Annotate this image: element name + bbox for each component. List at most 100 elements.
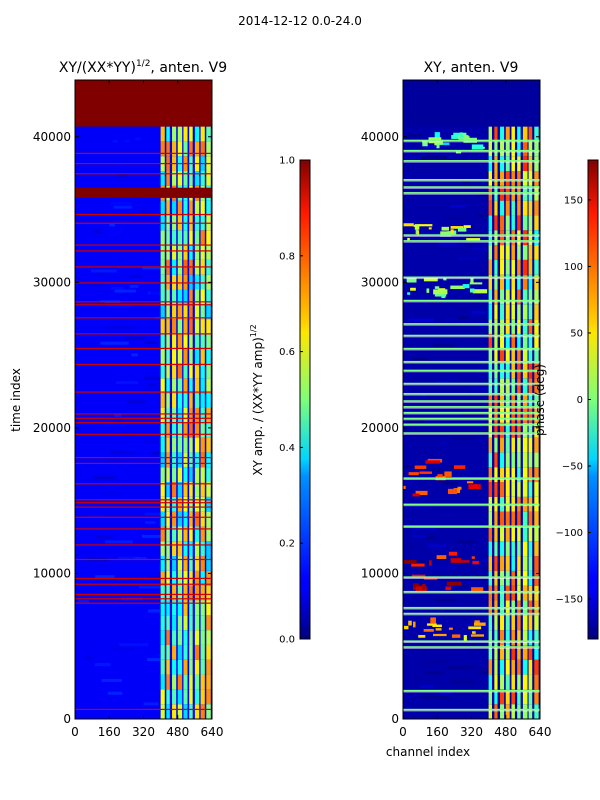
active-band-stripe	[160, 437, 165, 453]
heatmap-texture	[436, 380, 450, 384]
active-band-stripe	[522, 304, 528, 320]
bright-time-line	[403, 392, 540, 395]
active-band-stripe	[517, 126, 521, 142]
active-band-stripe	[160, 704, 165, 719]
active-band-stripe	[172, 644, 177, 660]
heatmap-patch	[414, 465, 427, 469]
active-band-stripe	[505, 319, 510, 334]
active-band-stripe	[517, 630, 521, 645]
active-band-stripe	[488, 482, 492, 497]
active-band-stripe	[160, 348, 165, 364]
active-band-stripe	[511, 156, 515, 172]
active-band-stripe	[500, 304, 505, 320]
heatmap-patch	[436, 143, 440, 149]
active-band-stripe	[500, 644, 505, 660]
y-tick-label: 30000	[33, 275, 71, 289]
active-band-stripe	[500, 674, 505, 690]
heatmap-patch	[423, 629, 434, 632]
active-band-stripe	[177, 482, 183, 497]
active-band-stripe	[200, 289, 205, 305]
active-band-stripe	[177, 526, 183, 542]
flagged-time-line	[75, 516, 212, 518]
active-band-stripe	[488, 630, 492, 645]
active-band-stripe	[194, 171, 200, 186]
active-band-stripe	[177, 333, 183, 349]
heatmap-texture	[93, 230, 102, 234]
active-band-stripe	[511, 245, 515, 260]
active-band-stripe	[488, 674, 492, 690]
active-band-stripe	[500, 422, 505, 438]
active-band-stripe	[160, 304, 165, 320]
active-band-stripe	[172, 378, 177, 394]
heatmap-texture	[117, 535, 141, 539]
y-tick-label: 0	[63, 712, 71, 726]
heatmap-patch	[472, 631, 476, 634]
active-band-stripe	[177, 378, 183, 394]
phase-colorbar: −150 −100 −50 0 50 100 150 phase (deg)	[533, 159, 599, 640]
active-band-stripe	[160, 319, 165, 334]
active-band-stripe	[160, 378, 165, 394]
active-band-stripe	[194, 556, 200, 571]
colorbar-tick-label: 0	[577, 395, 583, 406]
bright-time-line	[403, 382, 540, 385]
flagged-block	[75, 187, 212, 198]
bright-time-line-highlight	[403, 425, 540, 427]
heatmap-texture	[440, 481, 458, 485]
active-band-stripe	[200, 422, 205, 438]
active-band-stripe	[200, 630, 205, 645]
active-band-stripe	[511, 200, 515, 216]
active-band-stripe	[528, 674, 533, 690]
active-band-stripe	[534, 319, 539, 334]
active-band-stripe	[194, 348, 200, 364]
active-band-stripe	[500, 200, 505, 216]
heatmap-patch	[440, 231, 452, 237]
heatmap-texture	[113, 579, 142, 583]
active-band-stripe	[183, 526, 188, 542]
heatmap-texture	[457, 257, 479, 261]
active-band-stripe	[177, 644, 183, 660]
active-band-stripe	[189, 422, 193, 438]
active-band-stripe	[517, 482, 521, 497]
active-band-stripe	[166, 644, 170, 660]
active-band-stripe	[511, 630, 515, 645]
active-band-stripe	[166, 704, 170, 719]
active-band-stripe	[160, 230, 165, 246]
active-band-stripe	[206, 526, 211, 542]
colorbar-tick-label: 0.2	[279, 539, 295, 550]
heatmap-texture	[113, 413, 122, 417]
active-band-stripe	[194, 407, 200, 423]
active-band-stripe	[511, 689, 515, 705]
heatmap-texture	[105, 491, 117, 495]
heatmap-patch	[418, 634, 426, 638]
colorbar-tick-label: 50	[570, 328, 583, 339]
active-band-stripe	[488, 274, 492, 290]
heatmap-texture	[465, 624, 495, 628]
active-band-stripe	[494, 171, 498, 186]
active-band-stripe	[511, 259, 515, 275]
active-band-stripe	[522, 156, 528, 172]
active-band-stripe	[183, 704, 188, 719]
active-band-stripe	[494, 511, 498, 527]
flagged-time-line	[75, 222, 212, 224]
active-band-stripe	[200, 245, 205, 260]
active-band-stripe	[183, 674, 188, 690]
active-band-stripe	[183, 422, 188, 438]
bright-time-line	[403, 400, 540, 402]
flagged-time-line	[75, 213, 212, 216]
active-band-stripe	[500, 452, 505, 468]
active-band-stripe	[534, 156, 539, 172]
bright-time-line-highlight	[403, 394, 540, 396]
active-band-stripe	[522, 171, 528, 186]
active-band-stripe	[528, 156, 533, 172]
active-band-stripe	[200, 304, 205, 320]
active-band-stripe	[488, 467, 492, 483]
active-band-stripe	[172, 467, 177, 483]
heatmap-texture	[110, 286, 124, 290]
heatmap-patch	[410, 287, 416, 291]
active-band-stripe	[534, 630, 539, 645]
heatmap-texture	[466, 218, 473, 222]
active-band-stripe	[160, 496, 165, 512]
active-band-stripe	[500, 437, 505, 453]
heatmap-texture	[87, 642, 118, 646]
active-band-stripe	[194, 452, 200, 468]
